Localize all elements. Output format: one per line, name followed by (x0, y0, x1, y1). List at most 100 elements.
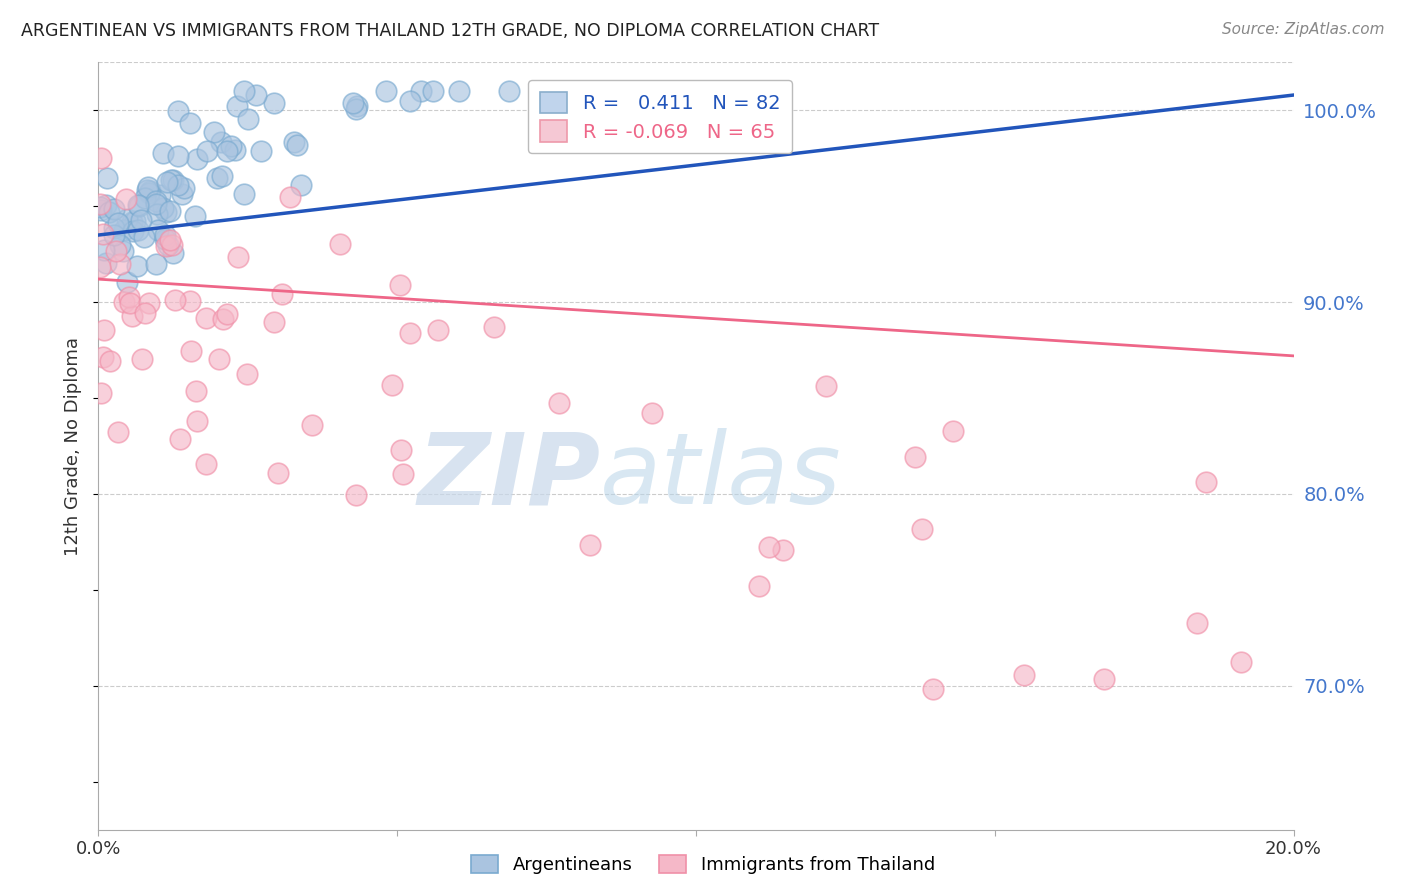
Point (163, 293, 186, 307)
Point (107, 216, 129, 230)
Point (108, 257, 131, 271)
Point (127, 223, 149, 237)
Point (224, 143, 246, 157)
Point (155, 239, 177, 253)
Point (162, 246, 184, 260)
Point (1195, 475, 1218, 489)
Point (225, 98, 247, 112)
Point (285, 138, 308, 153)
Point (215, 145, 238, 159)
Point (217, 307, 239, 321)
Point (149, 188, 172, 202)
Point (245, 87, 267, 102)
Point (93, 243, 115, 257)
Point (156, 176, 179, 190)
Point (498, 84, 520, 98)
Point (236, 368, 259, 382)
Point (155, 205, 177, 219)
Point (160, 173, 183, 187)
Point (136, 179, 159, 194)
Point (211, 169, 233, 184)
Point (107, 425, 129, 439)
Point (112, 223, 135, 237)
Point (132, 230, 155, 244)
Point (148, 223, 170, 237)
Point (212, 312, 235, 326)
Point (344, 488, 367, 502)
Point (772, 543, 794, 558)
Point (329, 236, 352, 251)
Text: Source: ZipAtlas.com: Source: ZipAtlas.com (1222, 22, 1385, 37)
Point (115, 212, 138, 227)
Point (103, 228, 125, 243)
Point (152, 145, 174, 160)
Point (90, 151, 112, 165)
Point (398, 326, 420, 341)
Point (346, 99, 368, 113)
Point (195, 144, 218, 158)
Point (134, 191, 156, 205)
Point (169, 432, 191, 446)
Point (184, 210, 207, 224)
Point (209, 135, 232, 149)
Point (1230, 655, 1253, 669)
Text: ARGENTINEAN VS IMMIGRANTS FROM THAILAND 12TH GRADE, NO DIPLOMA CORRELATION CHART: ARGENTINEAN VS IMMIGRANTS FROM THAILAND … (21, 22, 879, 40)
Point (159, 233, 181, 247)
Point (641, 406, 664, 420)
Point (138, 186, 160, 200)
Point (145, 197, 167, 211)
Point (120, 295, 142, 310)
Point (409, 84, 432, 98)
Point (548, 396, 571, 410)
Point (167, 148, 190, 162)
Legend: Argentineans, Immigrants from Thailand: Argentineans, Immigrants from Thailand (461, 846, 945, 883)
Point (344, 103, 367, 117)
Point (89, 200, 111, 214)
Point (422, 84, 444, 98)
Point (155, 228, 177, 243)
Point (180, 343, 202, 358)
Point (186, 414, 208, 428)
Point (1092, 672, 1115, 686)
Point (160, 238, 183, 252)
Point (195, 311, 218, 326)
Point (89, 197, 111, 211)
Point (911, 522, 934, 536)
Point (1185, 615, 1208, 630)
Point (121, 309, 143, 323)
Point (758, 541, 780, 555)
Point (125, 259, 148, 273)
Point (186, 152, 208, 166)
Point (121, 215, 143, 229)
Point (179, 293, 201, 308)
Point (139, 184, 162, 198)
Point (100, 354, 122, 368)
Point (94, 255, 117, 269)
Point (167, 178, 190, 192)
Point (91, 350, 114, 364)
Point (186, 384, 208, 398)
Point (103, 221, 125, 235)
Point (103, 202, 125, 217)
Point (399, 94, 422, 108)
Point (263, 315, 285, 329)
Point (447, 84, 470, 98)
Point (202, 125, 225, 139)
Point (131, 351, 153, 366)
Legend: R =   0.411   N = 82, R = -0.069   N = 65: R = 0.411 N = 82, R = -0.069 N = 65 (529, 79, 792, 153)
Point (484, 319, 506, 334)
Point (112, 244, 135, 258)
Point (91, 227, 114, 242)
Point (266, 467, 288, 481)
Point (159, 204, 181, 219)
Point (157, 237, 180, 252)
Point (904, 450, 927, 464)
Point (233, 186, 256, 201)
Point (922, 681, 945, 696)
Point (250, 144, 273, 158)
Point (170, 187, 193, 202)
Point (388, 277, 411, 292)
Point (112, 294, 135, 309)
Point (129, 213, 152, 227)
Point (342, 95, 364, 110)
